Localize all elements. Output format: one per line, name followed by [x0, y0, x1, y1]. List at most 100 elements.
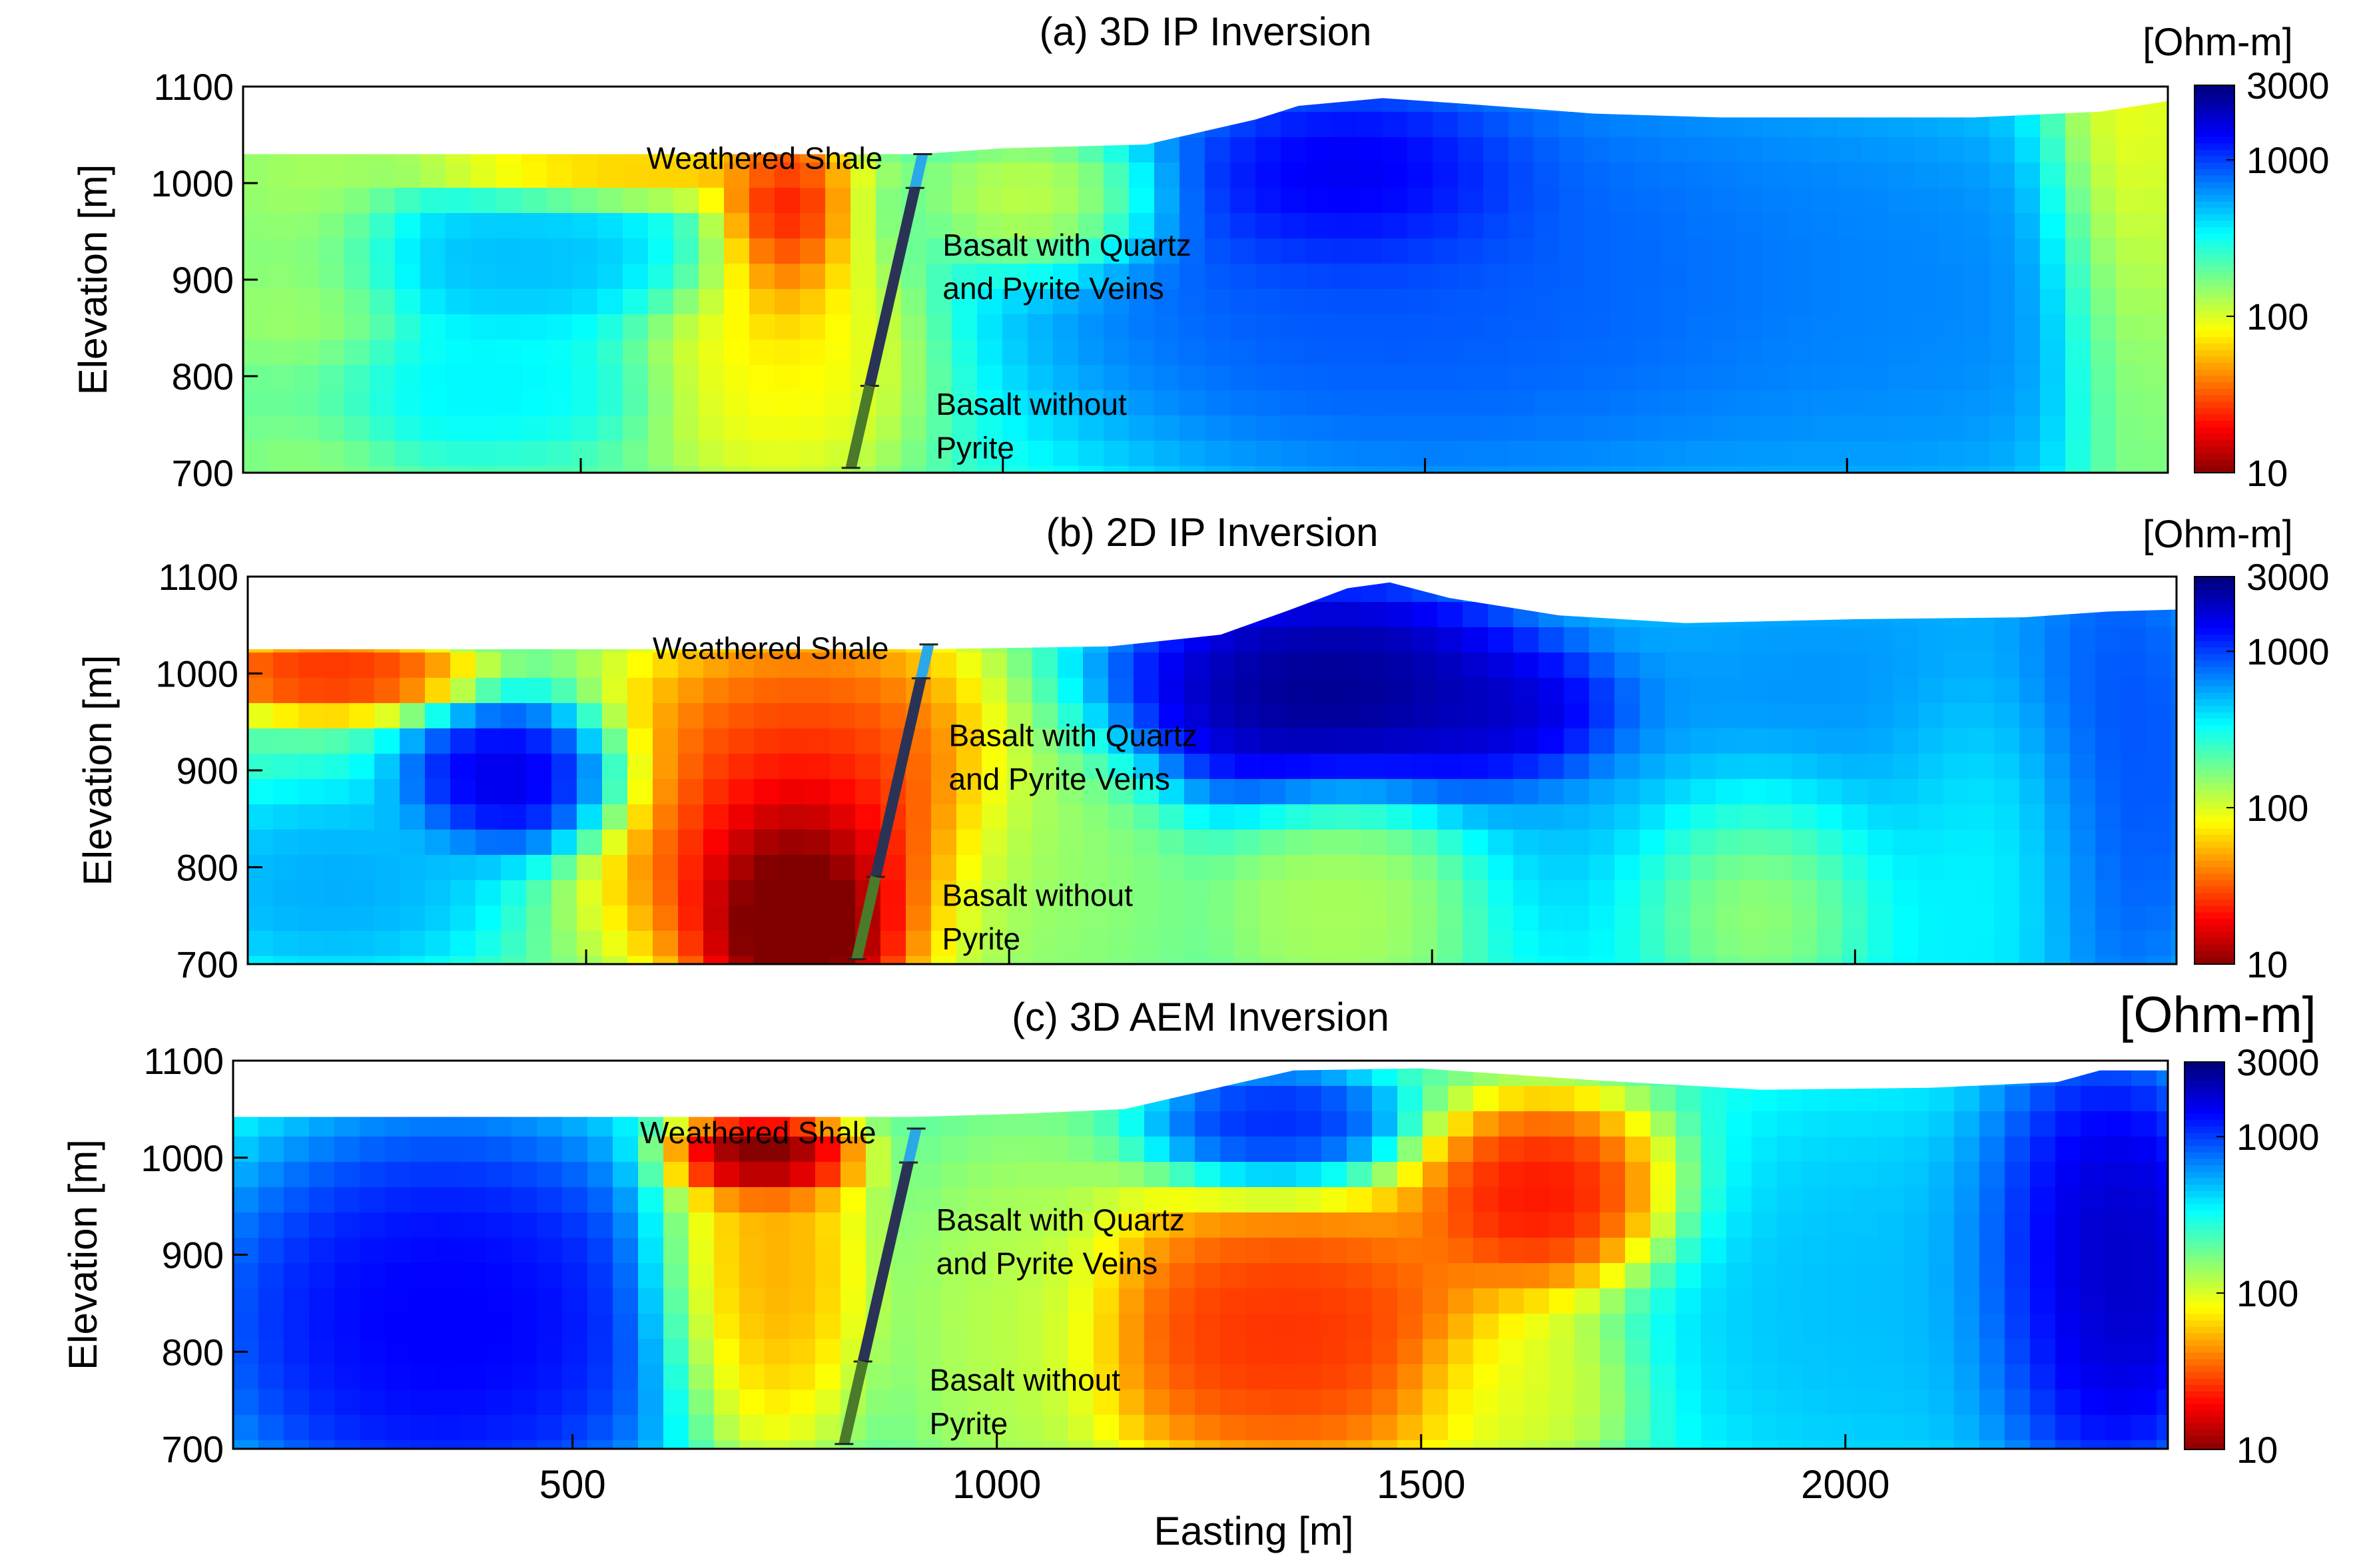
heat-cell [1614, 830, 1640, 856]
heat-cell [1078, 264, 1104, 290]
heat-cell [1387, 804, 1413, 830]
heat-cell [521, 162, 547, 188]
heat-cell [850, 264, 876, 290]
heat-cell [476, 804, 502, 830]
heat-cell [1245, 1212, 1271, 1238]
heat-cell [2095, 855, 2121, 881]
heat-cell [501, 931, 527, 957]
heat-cell [2106, 1086, 2132, 1112]
heat-cell [1245, 1415, 1271, 1441]
colorbar-step [2194, 447, 2234, 454]
heat-cell [1397, 1364, 1423, 1390]
heat-cell [1863, 314, 1889, 340]
heat-cell [258, 1415, 284, 1441]
heat-cell [1412, 906, 1438, 931]
heat-cell [319, 137, 345, 163]
heat-cell [1018, 1111, 1044, 1137]
heat-cell [248, 703, 274, 729]
heat-cell [1913, 441, 1939, 467]
heat-cell [931, 582, 957, 603]
heat-cell [1028, 441, 1054, 467]
heat-cell [1463, 855, 1489, 881]
heat-cell [1483, 340, 1509, 366]
heat-cell [602, 703, 628, 729]
heat-cell [689, 1314, 715, 1340]
heat-cell [1888, 213, 1914, 239]
heat-cell [1382, 98, 1408, 113]
heat-cell [1018, 1137, 1044, 1163]
colorbar-step [2194, 744, 2234, 752]
heat-cell [1538, 653, 1564, 678]
heat-cell [319, 238, 345, 264]
heat-cell [1989, 289, 2015, 315]
heat-cell [714, 1162, 740, 1188]
heat-cell [1407, 264, 1433, 290]
heat-cell [2171, 627, 2177, 653]
heat-cell [1686, 466, 1712, 473]
heat-cell [1867, 582, 1893, 603]
heat-cell [1108, 728, 1134, 754]
heat-cell [370, 415, 396, 441]
heat-cell [1499, 1339, 1524, 1365]
heat-cell [2106, 1314, 2132, 1340]
heat-cell [471, 441, 497, 467]
heat-cell [1437, 602, 1463, 628]
heat-cell [1387, 880, 1413, 906]
heat-cell [678, 956, 704, 964]
heat-cell [2157, 1086, 2168, 1112]
heat-cell [623, 162, 649, 188]
heat-cell [577, 627, 603, 653]
heat-cell [476, 754, 502, 780]
colorbar-step [2185, 1340, 2224, 1347]
heat-cell [1483, 390, 1509, 416]
heat-cell [1437, 728, 1463, 754]
heat-cell [729, 703, 755, 729]
heat-cell [1245, 1339, 1271, 1365]
heat-cell [1913, 340, 1939, 366]
heat-cell [1534, 188, 1560, 214]
heat-cell [977, 390, 1003, 416]
heat-cell [1584, 162, 1610, 188]
heat-cell [1271, 1440, 1297, 1449]
heat-cell [1170, 1415, 1195, 1441]
heat-cell [1762, 188, 1788, 214]
heat-cell [2146, 703, 2172, 729]
heat-cell [1154, 441, 1180, 467]
heat-cell [992, 1314, 1018, 1340]
heat-cell [1867, 678, 1893, 704]
heat-cell [1007, 678, 1033, 704]
heat-cell [1306, 289, 1332, 315]
heat-cell [1893, 931, 1919, 957]
heat-cell [1929, 1238, 1955, 1264]
heat-cell [1994, 956, 2020, 964]
heat-cell [1078, 365, 1104, 391]
heat-cell [1918, 956, 1944, 964]
heat-cell [1817, 931, 1843, 957]
heat-cell [2146, 754, 2172, 780]
heat-cell [1002, 314, 1028, 340]
heat-cell [1170, 1162, 1195, 1188]
heat-cell [501, 804, 527, 830]
heat-cell [1018, 1314, 1044, 1340]
heat-cell [1817, 779, 1843, 805]
heat-cell [2030, 1162, 2056, 1188]
heat-cell [1154, 98, 1180, 113]
heat-cell [1513, 779, 1539, 805]
heat-cell [268, 441, 294, 467]
heat-cell [2116, 415, 2142, 441]
heat-cell [2095, 830, 2121, 856]
heat-cell [1473, 1390, 1499, 1416]
heat-cell [1255, 112, 1281, 138]
colorbar-step [2185, 1068, 2224, 1076]
heat-cell [1828, 1415, 1853, 1441]
heat-cell [906, 804, 932, 830]
heat-cell [1296, 1440, 1322, 1449]
heat-cell [233, 1440, 259, 1449]
heat-cell [1357, 112, 1383, 138]
heat-cell [1939, 289, 1965, 315]
heat-cell [1159, 703, 1185, 729]
heat-cell [2055, 1162, 2081, 1188]
colorbar-step [2185, 1385, 2224, 1392]
heat-cell [521, 188, 547, 214]
heat-cell [1032, 728, 1058, 754]
